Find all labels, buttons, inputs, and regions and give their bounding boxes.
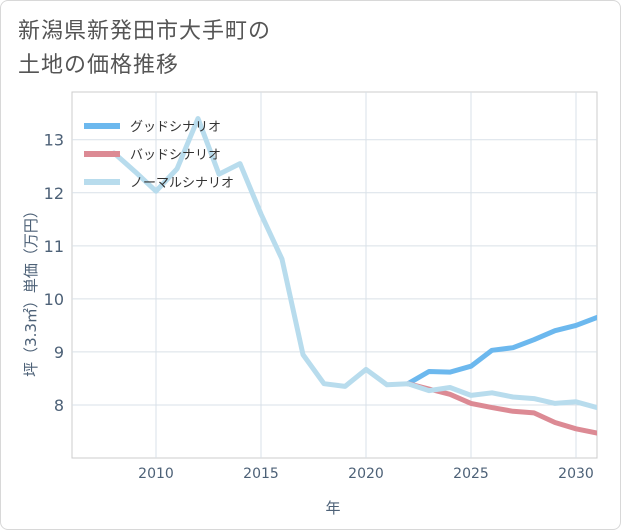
x-tick-label-2010: 2010 <box>138 466 174 482</box>
y-axis-title: 坪（3.3㎡）単価（万円） <box>22 203 40 377</box>
plot-frame <box>71 91 598 459</box>
y-tick-label-10: 10 <box>44 290 64 309</box>
y-tick-label-11: 11 <box>44 237 64 256</box>
chart-title-line-1: 新潟県新発田市大手町の <box>18 19 272 44</box>
series-line-3 <box>111 116 597 411</box>
legend-label-3: ノーマルシナリオ <box>130 176 234 191</box>
x-tick-label-2015: 2015 <box>243 466 279 482</box>
y-tick-label-12: 12 <box>44 184 64 203</box>
legend-label-2: バッドシナリオ <box>130 148 221 163</box>
x-axis-title: 年 <box>325 499 340 517</box>
legend-label-1: グッドシナリオ <box>130 120 221 135</box>
series-line-1 <box>405 314 597 387</box>
x-tick-label-2030: 2030 <box>558 466 594 482</box>
y-tick-label-9: 9 <box>54 343 64 362</box>
y-tick-label-13: 13 <box>44 131 64 150</box>
x-tick-label-2025: 2025 <box>453 466 489 482</box>
x-tick-label-2020: 2020 <box>348 466 384 482</box>
y-tick-label-8: 8 <box>54 396 64 415</box>
chart-title: 新潟県新発田市大手町の 土地の価格推移 <box>18 15 271 83</box>
chart-title-line-2: 土地の価格推移 <box>18 53 180 78</box>
series-line-2 <box>405 381 597 436</box>
